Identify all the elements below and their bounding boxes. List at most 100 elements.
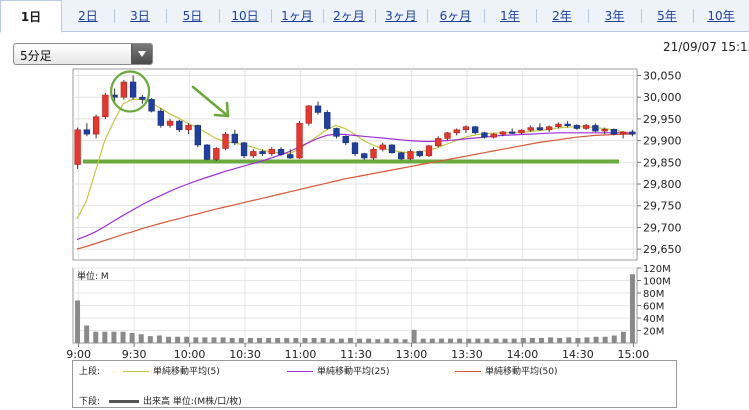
candle (388, 144, 396, 154)
candle (240, 141, 248, 158)
tab-separator (693, 9, 694, 23)
volume-bar (166, 336, 172, 343)
volume-bar (420, 338, 426, 343)
candle (545, 125, 553, 132)
tab-6ヶ月[interactable]: 6ヶ月 (439, 9, 472, 23)
candle-body-down (324, 112, 331, 129)
tab-3年[interactable]: 3年 (604, 9, 625, 23)
tab-10日[interactable]: 10日 (231, 9, 259, 23)
volume-bar (620, 331, 626, 343)
interval-select-value: 5分足 (20, 49, 52, 63)
volume-bar (311, 338, 317, 343)
tab-1ヶ月[interactable]: 1ヶ月 (281, 9, 313, 23)
price-tick-label: 29,650 (643, 243, 682, 256)
volume-bar (502, 338, 508, 343)
tab-2年[interactable]: 2年 (552, 9, 572, 23)
candle-body-up (120, 81, 128, 98)
volume-unit-label: 単位: M (77, 270, 109, 282)
candle-body-down (277, 149, 285, 155)
tab-separator (536, 9, 537, 23)
candle-body-up (92, 116, 100, 135)
volume-bar (484, 338, 490, 343)
candle (555, 122, 562, 129)
candle-body-up (518, 129, 525, 134)
volume-bar (538, 338, 544, 343)
volume-bar (375, 339, 381, 343)
tab-10年[interactable]: 10年 (707, 9, 735, 23)
tab-separator (588, 9, 589, 23)
volume-bar (266, 338, 272, 343)
time-tick-label: 10:00 (174, 348, 206, 360)
candle-body-down (564, 123, 571, 126)
candle-body-up (453, 129, 460, 134)
volume-tick-label: 60M (643, 302, 664, 313)
price-tick-label: 29,700 (643, 221, 682, 234)
annotation-arrow-shaft (191, 85, 230, 118)
candle (601, 127, 608, 135)
volume-bar (256, 338, 262, 343)
tab-separator (219, 9, 220, 23)
volume-bar (138, 334, 144, 343)
candle-body-down (472, 126, 479, 134)
volume-bar (584, 337, 590, 343)
candle (379, 142, 386, 152)
volume-bar (602, 336, 608, 343)
interval-select[interactable]: 5分足 (13, 43, 153, 65)
candle-body-up (222, 133, 229, 149)
candle-body-down (231, 133, 238, 144)
tab-5年[interactable]: 5年 (657, 9, 677, 23)
tab-2日[interactable]: 2日 (78, 9, 98, 23)
candle (398, 151, 405, 161)
tab-5日[interactable]: 5日 (182, 9, 203, 23)
candle-body-up (462, 126, 470, 131)
price-tick-label: 29,800 (643, 178, 682, 191)
tab-1日[interactable]: 1日 (0, 0, 62, 33)
volume-bar (520, 338, 526, 343)
price-tick-label: 29,750 (643, 200, 682, 213)
tab-2ヶ月[interactable]: 2ヶ月 (333, 9, 365, 23)
candle-body-up (166, 120, 174, 126)
chevron-down-icon[interactable] (131, 44, 152, 64)
volume-bar (429, 338, 435, 343)
volume-bar (548, 337, 554, 343)
candle (203, 144, 211, 161)
candle (444, 131, 451, 141)
volume-bar (156, 335, 162, 343)
volume-bar (175, 336, 181, 343)
tab-separator (427, 9, 428, 23)
volume-tick-label: 100M (643, 277, 671, 288)
candle (416, 150, 423, 158)
ma50-line (76, 133, 632, 250)
period-tabs: 1日 2日 3日 5日 10日 1ヶ月 2ヶ月 3ヶ月 6ヶ月 1年 2年 3年 5年 10年 (0, 0, 749, 33)
candle-body-up (296, 122, 303, 159)
tab-3ヶ月[interactable]: 3ヶ月 (385, 9, 417, 23)
legend-item-ma5: 単純移動平均(5) (123, 364, 220, 377)
candle-body-up (619, 131, 627, 135)
tab-3日[interactable]: 3日 (130, 9, 150, 23)
candle (351, 141, 359, 156)
legend-label-volume: 出来高 単位:(M株/口/枚) (143, 397, 242, 407)
candle (629, 129, 636, 137)
candle-body-up (527, 127, 534, 131)
candle (407, 149, 414, 161)
candle (194, 124, 201, 148)
candle-body-up (407, 151, 414, 160)
tab-separator (375, 9, 376, 23)
candle-body-down (342, 135, 349, 144)
candle (120, 79, 128, 100)
chart-legend: 上段: 単純移動平均(5) 単純移動平均(25) 単純移動平均(50) 下段: … (72, 360, 677, 408)
candle (592, 123, 599, 132)
candle-body-up (490, 133, 497, 138)
volume-bar (438, 338, 444, 343)
ma25-line (76, 132, 632, 241)
candle-body-down (176, 120, 183, 131)
legend-swatch-ma50 (455, 371, 481, 372)
candle-body-down (129, 81, 137, 98)
candle (277, 147, 285, 156)
volume-bar (238, 338, 244, 343)
candle (287, 149, 294, 159)
candle (102, 92, 109, 119)
tab-1年[interactable]: 1年 (500, 9, 520, 23)
candle (213, 147, 220, 162)
volume-bar (338, 338, 344, 343)
